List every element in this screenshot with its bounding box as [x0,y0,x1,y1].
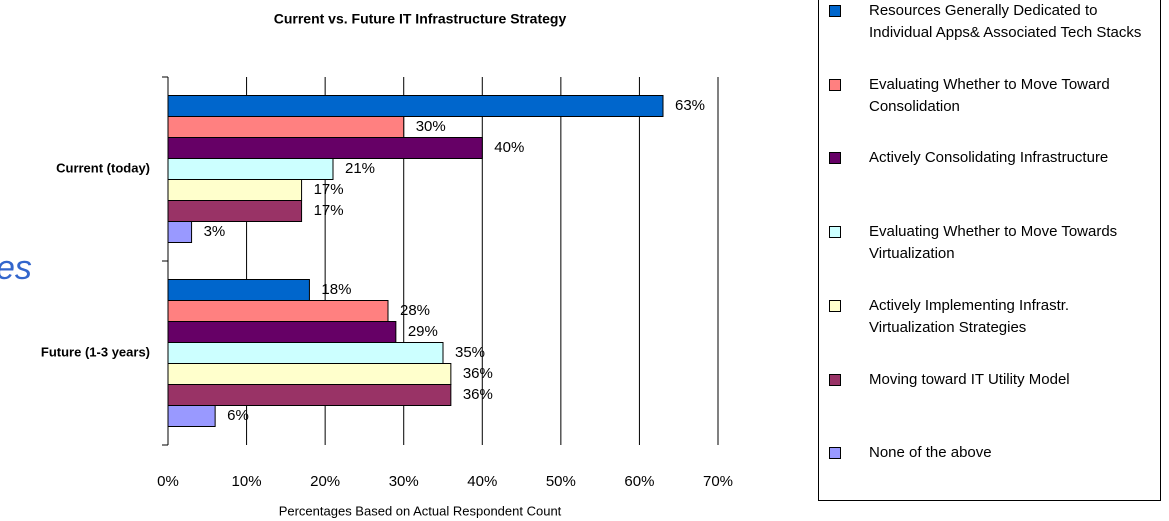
bar [167,116,405,138]
value-label: 36% [463,365,493,382]
legend-swatch [829,79,841,91]
legend-swatch [829,5,841,17]
value-label: 28% [400,302,430,319]
legend-swatch [829,374,841,386]
value-label: 35% [455,344,485,361]
bar [167,405,216,427]
legend-item: Evaluating Whether to Move Towards Virtu… [829,221,1154,265]
legend-label: Evaluating Whether to Move Toward Consol… [869,76,1110,115]
legend-item: Resources Generally Dedicated to Individ… [829,0,1154,44]
value-label: 18% [321,281,351,298]
bar [167,158,334,180]
legend-item: Moving toward IT Utility Model [829,369,1154,391]
value-label: 29% [408,323,438,340]
x-axis-title: Percentages Based on Actual Respondent C… [279,503,562,518]
background-text: es [0,249,32,287]
x-tick-label: 0% [157,473,179,490]
chart: Current vs. Future IT Infrastructure Str… [0,11,733,519]
bar [167,279,310,301]
legend-swatch [829,300,841,312]
bar [167,179,303,201]
value-label: 17% [314,202,344,219]
value-label: 30% [416,118,446,135]
bar [167,384,452,406]
x-tick-label: 40% [467,473,497,490]
value-label: 36% [463,386,493,403]
value-label: 17% [314,181,344,198]
x-tick-label: 70% [703,473,733,490]
legend-label: Actively Implementing Infrastr. Virtuali… [869,297,1070,336]
legend-label: Evaluating Whether to Move Towards Virtu… [869,223,1118,262]
x-tick-label: 60% [624,473,654,490]
legend-label: Actively Consolidating Infrastructure [869,149,1109,166]
value-label: 3% [204,223,226,240]
legend-item: Actively Consolidating Infrastructure [829,147,1154,169]
chart-title: Current vs. Future IT Infrastructure Str… [274,11,567,27]
legend-item: Actively Implementing Infrastr. Virtuali… [829,295,1154,339]
bar [167,300,389,322]
bar [167,363,452,385]
legend-label: Resources Generally Dedicated to Individ… [869,2,1142,41]
x-tick-label: 10% [232,473,262,490]
bar [167,95,664,117]
x-tick-label: 50% [546,473,576,490]
value-label: 40% [494,139,524,156]
x-tick-label: 30% [389,473,419,490]
value-label: 21% [345,160,375,177]
value-label: 6% [227,407,249,424]
bar [167,221,193,243]
bar [167,321,397,343]
legend-swatch [829,152,841,164]
legend-label: None of the above [869,444,992,461]
legend-label: Moving toward IT Utility Model [869,371,1070,388]
bar [167,137,483,159]
legend-swatch [829,226,841,238]
bar [167,200,303,222]
bar [167,342,444,364]
legend: Resources Generally Dedicated to Individ… [818,0,1161,501]
x-tick-label: 20% [310,473,340,490]
y-tick-label: Future (1-3 years) [41,344,150,359]
legend-swatch [829,447,841,459]
legend-item: None of the above [829,442,1154,464]
value-label: 63% [675,97,705,114]
y-tick-label: Current (today) [56,160,150,175]
legend-item: Evaluating Whether to Move Toward Consol… [829,74,1154,118]
